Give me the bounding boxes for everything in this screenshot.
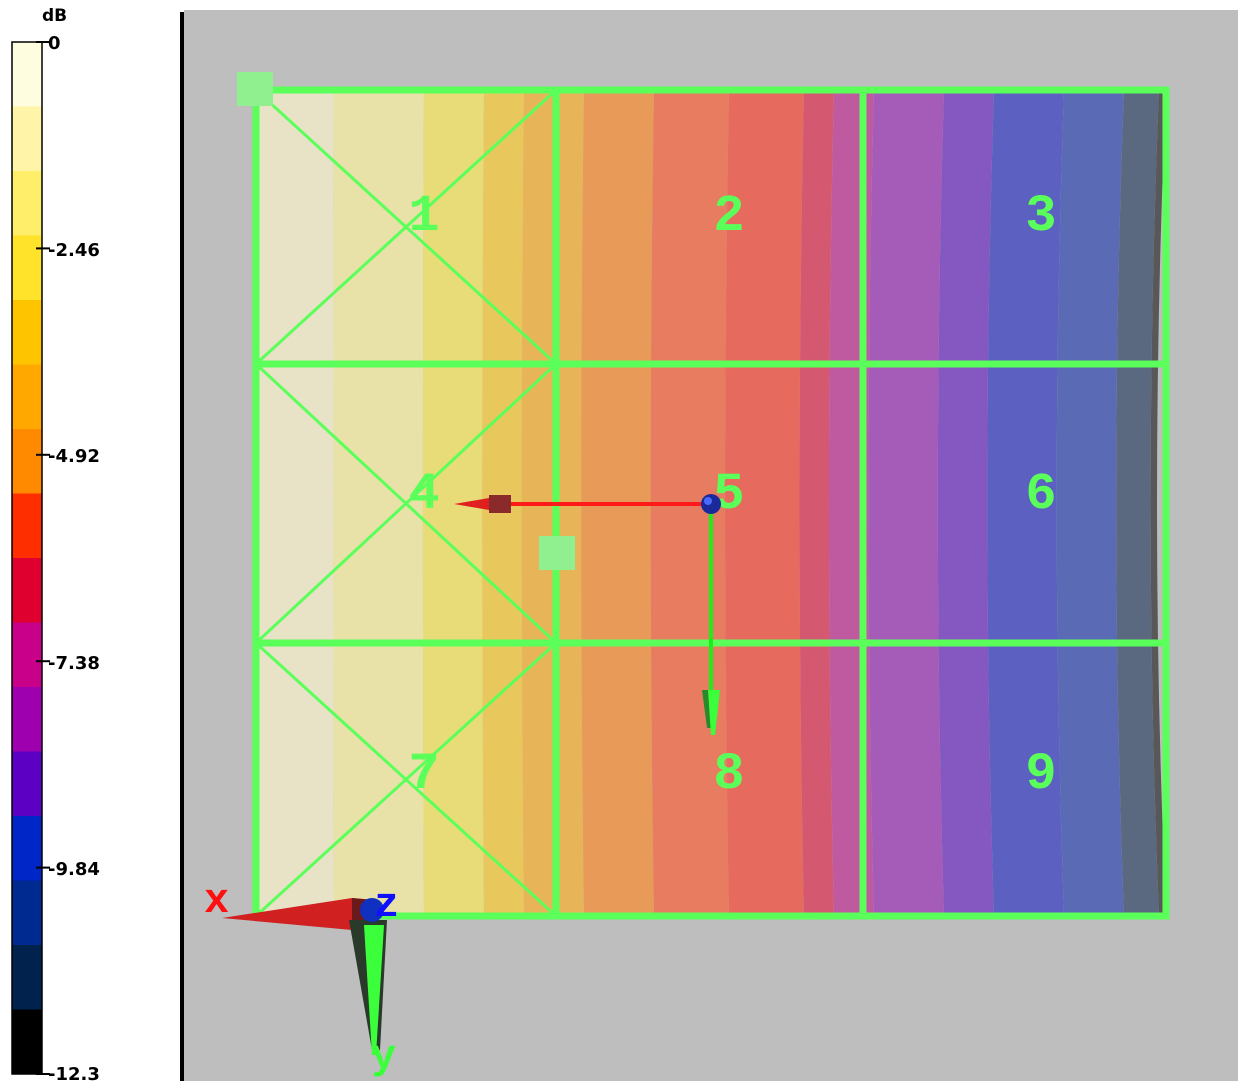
colorbar-swatch bbox=[12, 816, 42, 881]
colorbar-swatch bbox=[12, 42, 42, 107]
tick-label-2: -4.92 bbox=[48, 446, 100, 467]
contour-band bbox=[1150, 90, 1166, 916]
cell-label-6: 6 bbox=[1025, 465, 1056, 524]
colorbar-swatch bbox=[12, 1009, 42, 1075]
colorbar-frame bbox=[11, 41, 43, 1075]
legend-unit: dB bbox=[42, 6, 68, 26]
colorbar-swatch bbox=[12, 558, 42, 623]
cell-label-4: 4 bbox=[408, 465, 439, 524]
colorbar-swatch bbox=[12, 106, 42, 172]
tick-label-1: -2.46 bbox=[48, 240, 100, 261]
colorbar-swatch bbox=[12, 429, 42, 494]
cell-label-5: 5 bbox=[713, 465, 744, 524]
cell-label-3: 3 bbox=[1025, 187, 1056, 246]
cell-label-8: 8 bbox=[713, 745, 744, 804]
contour-band bbox=[987, 90, 1064, 916]
viewport-divider bbox=[180, 12, 184, 1081]
global-axis-triad: x z y bbox=[204, 877, 399, 1081]
center-marker[interactable] bbox=[539, 536, 575, 570]
contour-band bbox=[937, 90, 994, 916]
contour-band bbox=[256, 90, 334, 916]
cell-label-7: 7 bbox=[408, 745, 439, 804]
tick-label-3: -7.38 bbox=[48, 653, 100, 674]
contour-band bbox=[1056, 90, 1124, 916]
colorbar-swatch bbox=[12, 171, 42, 236]
tick-label-5: -12.3 bbox=[48, 1064, 100, 1085]
contour-band bbox=[868, 90, 944, 916]
contour-band bbox=[422, 90, 484, 916]
colorbar-swatch bbox=[12, 622, 42, 688]
colorbar-swatch bbox=[12, 687, 42, 752]
contour-band bbox=[1116, 90, 1159, 916]
corner-marker[interactable] bbox=[237, 72, 273, 106]
tick-label-4: -9.84 bbox=[48, 859, 100, 880]
contour-band bbox=[333, 90, 424, 916]
cell-label-1: 1 bbox=[408, 187, 439, 246]
contour-band bbox=[828, 90, 874, 916]
axis-label-x: x bbox=[204, 877, 229, 925]
tick-label-0: 0 bbox=[48, 33, 61, 54]
colorbar-swatch bbox=[12, 235, 42, 301]
axis-label-y: y bbox=[371, 1033, 396, 1081]
plot-viewport[interactable]: 1 2 3 4 5 6 7 8 9 x z y bbox=[184, 10, 1238, 1081]
colorbar-swatch bbox=[12, 493, 42, 559]
cell-label-9: 9 bbox=[1025, 745, 1056, 804]
colorbar-swatch bbox=[12, 880, 42, 946]
colorbar-swatch bbox=[12, 751, 42, 817]
cell-labels: 1 2 3 4 5 6 7 8 9 bbox=[408, 187, 1056, 804]
colorbar bbox=[11, 41, 50, 1075]
local-axis-arrows bbox=[454, 494, 721, 735]
cell-label-2: 2 bbox=[713, 187, 744, 246]
colorbar-swatch bbox=[12, 945, 42, 1010]
cross-braces bbox=[254, 88, 558, 918]
axis-label-z: z bbox=[374, 881, 399, 929]
colorbar-swatch bbox=[12, 364, 42, 430]
contour-band bbox=[799, 90, 834, 916]
contour-band bbox=[725, 90, 804, 916]
colorbar-swatch bbox=[12, 300, 42, 365]
